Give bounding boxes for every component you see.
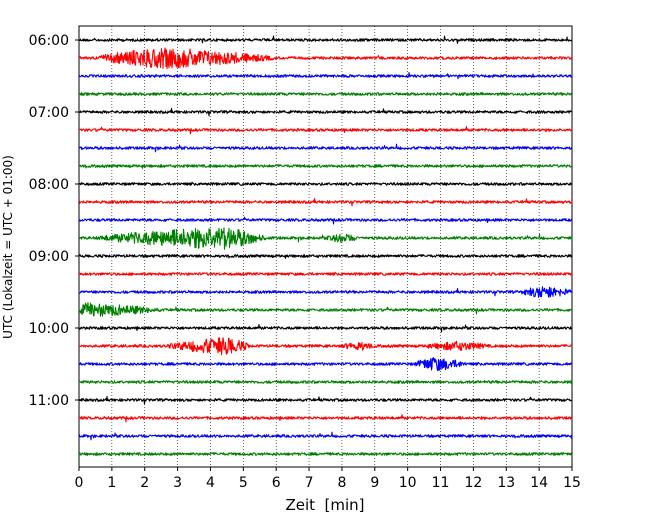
x-tick-label: 12 <box>464 475 482 491</box>
trace-line-0945 <box>78 302 573 317</box>
x-axis-ticks: 0 1 2 3 4 5 6 7 8 9 10 11 12 13 14 15 <box>75 467 581 491</box>
trace-line-0830 <box>78 216 573 225</box>
x-tick-label: 15 <box>563 475 581 491</box>
trace-line-0700 <box>78 108 573 117</box>
trace-line-1130 <box>78 431 573 441</box>
trace-line-1115 <box>78 414 573 423</box>
trace-line-0730 <box>78 143 573 153</box>
x-tick-label: 3 <box>173 475 182 491</box>
trace-line-0815 <box>78 198 573 207</box>
y-tick-label: 08:00 <box>29 177 69 193</box>
y-axis-label: UTC (Lokalzeit = UTC + 01:00) <box>1 155 15 339</box>
x-tick-label: 14 <box>530 475 548 491</box>
y-tick-label: 07:00 <box>29 105 69 121</box>
y-tick-label: 09:00 <box>29 249 69 265</box>
trace-line-0600 <box>78 35 573 44</box>
trace-line-0915 <box>78 271 573 276</box>
trace-line-0900 <box>78 254 573 259</box>
x-tick-label: 13 <box>497 475 515 491</box>
x-tick-label: 8 <box>337 475 346 491</box>
y-tick-label: 10:00 <box>29 321 69 337</box>
plot-frame <box>78 25 573 468</box>
trace-line-0930 <box>78 286 573 298</box>
trace-line-0845 <box>78 227 573 250</box>
x-tick-label: 1 <box>107 475 116 491</box>
trace-line-1045 <box>78 380 573 384</box>
x-tick-label: 2 <box>140 475 149 491</box>
trace-line-0615 <box>78 47 573 70</box>
trace-line-0715 <box>78 126 573 135</box>
trace-line-1145 <box>78 452 573 456</box>
traces <box>78 35 573 456</box>
x-tick-label: 6 <box>272 475 281 491</box>
trace-line-0745 <box>78 164 573 169</box>
trace-line-0645 <box>78 92 573 96</box>
x-axis-label: Zeit [min] <box>285 496 364 514</box>
x-tick-label: 4 <box>206 475 215 491</box>
trace-line-1015 <box>78 337 573 356</box>
trace-line-0630 <box>78 72 573 80</box>
x-tick-label: 7 <box>305 475 314 491</box>
y-tick-label: 06:00 <box>29 33 69 49</box>
x-tick-label: 0 <box>75 475 84 491</box>
x-tick-label: 9 <box>370 475 379 491</box>
x-tick-label: 11 <box>432 475 450 491</box>
trace-line-1030 <box>78 357 573 371</box>
x-tick-label: 5 <box>239 475 248 491</box>
trace-line-0800 <box>78 181 573 186</box>
trace-line-1100 <box>78 396 573 405</box>
y-axis-ticks: 06:00 07:00 08:00 09:00 10:00 11:00 <box>29 33 79 409</box>
trace-line-1000 <box>78 324 573 333</box>
x-tick-label: 10 <box>399 475 417 491</box>
y-tick-label: 11:00 <box>29 393 69 409</box>
